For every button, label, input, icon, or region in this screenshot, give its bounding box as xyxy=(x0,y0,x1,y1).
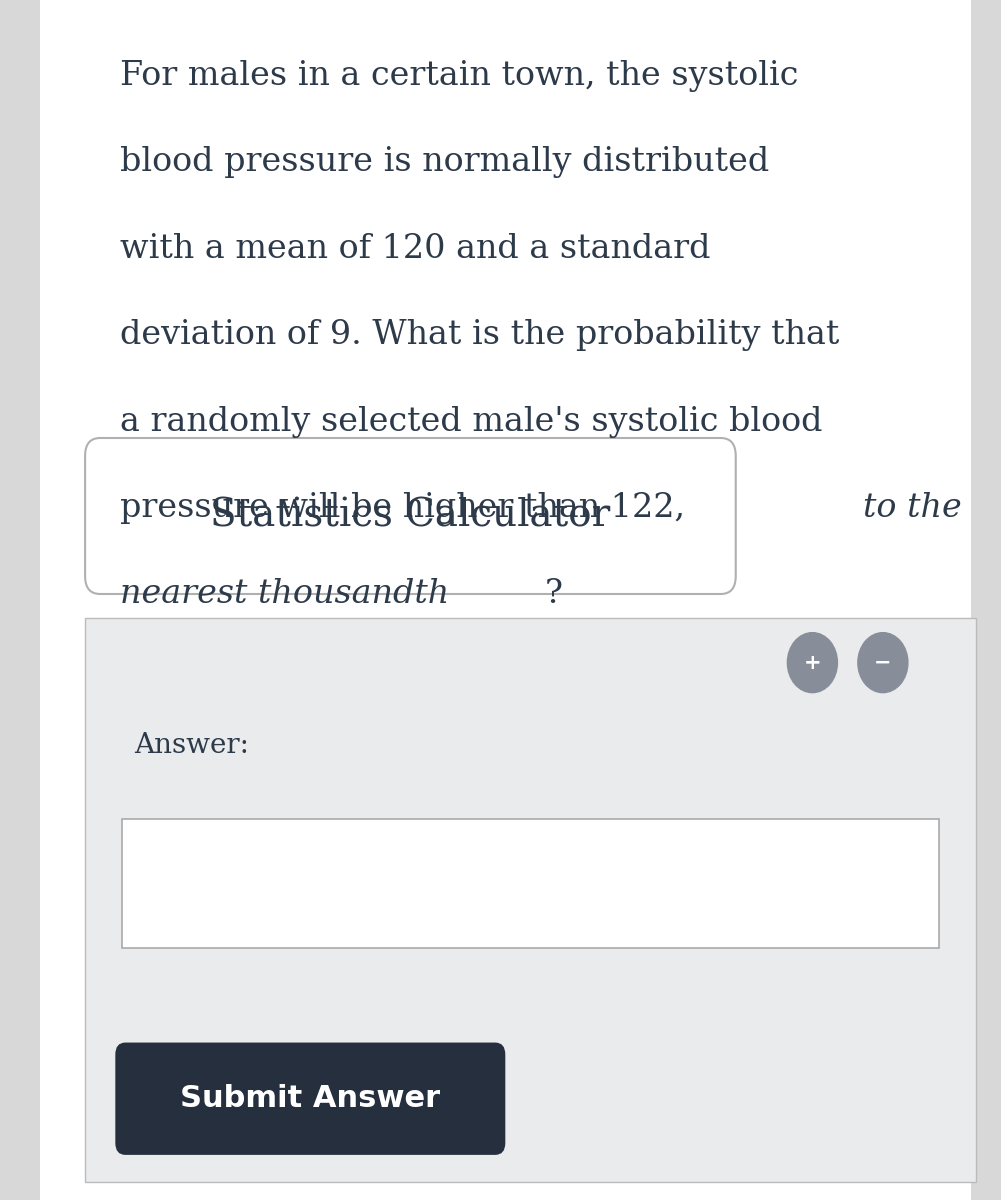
Circle shape xyxy=(858,632,908,692)
Text: pressure will be higher than 122,: pressure will be higher than 122, xyxy=(120,492,696,524)
FancyBboxPatch shape xyxy=(115,1043,506,1154)
Text: For males in a certain town, the systolic: For males in a certain town, the systoli… xyxy=(120,60,799,92)
FancyBboxPatch shape xyxy=(85,438,736,594)
Text: Answer:: Answer: xyxy=(134,732,249,758)
Text: −: − xyxy=(874,653,892,673)
Text: Statistics Calculator: Statistics Calculator xyxy=(210,498,611,534)
Text: ?: ? xyxy=(545,578,563,611)
Text: deviation of 9. What is the probability that: deviation of 9. What is the probability … xyxy=(120,319,840,352)
Text: with a mean of 120 and a standard: with a mean of 120 and a standard xyxy=(120,233,711,265)
FancyBboxPatch shape xyxy=(40,0,971,1200)
Text: +: + xyxy=(804,653,821,673)
Text: to the: to the xyxy=(863,492,962,524)
Circle shape xyxy=(788,632,838,692)
Text: nearest thousandth: nearest thousandth xyxy=(120,578,449,611)
Text: Submit Answer: Submit Answer xyxy=(180,1085,440,1114)
FancyBboxPatch shape xyxy=(85,618,976,1182)
Text: a randomly selected male's systolic blood: a randomly selected male's systolic bloo… xyxy=(120,406,823,438)
FancyBboxPatch shape xyxy=(122,820,939,948)
Text: blood pressure is normally distributed: blood pressure is normally distributed xyxy=(120,146,770,179)
